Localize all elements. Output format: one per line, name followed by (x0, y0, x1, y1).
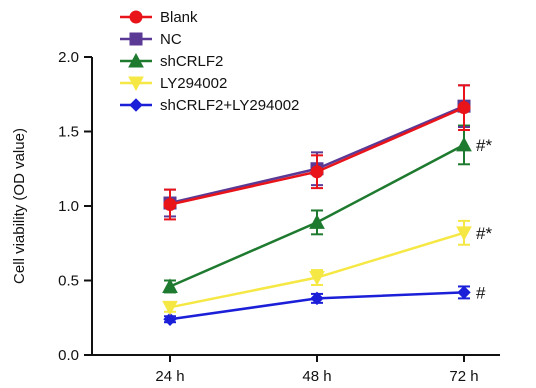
legend-label: shCRLF2+LY294002 (160, 97, 299, 114)
series-shcrlf2-ly294002 (163, 285, 471, 326)
x-tick-label: 24 h (155, 368, 184, 385)
data-point (309, 271, 325, 286)
annotation-layer: #* #* # (476, 136, 492, 303)
y-tick-label: 2.0 (58, 49, 79, 66)
legend-item: NC (120, 31, 182, 48)
y-tick-label: 1.5 (58, 124, 79, 141)
series-ly294002 (162, 219, 472, 316)
data-point (457, 285, 471, 300)
y-tick-label: 1.0 (58, 198, 79, 215)
y-ticks: 0.0 0.5 1.0 1.5 2.0 (58, 49, 92, 364)
data-point (163, 198, 177, 212)
legend-item: LY294002 (120, 75, 227, 92)
legend-item: shCRLF2 (120, 52, 223, 70)
legend-marker (128, 52, 144, 68)
significance-annotation: #* (476, 224, 492, 243)
legend-marker (128, 76, 144, 92)
legend-item: shCRLF2+LY294002 (120, 97, 299, 114)
series-shcrlf2 (162, 124, 472, 294)
legend: Blank NC shCRLF2 LY294002 shCRLF2+LY294002 (120, 9, 299, 114)
significance-annotation: # (476, 283, 486, 302)
data-point (310, 165, 324, 179)
x-tick-label: 48 h (302, 368, 331, 385)
data-point (162, 300, 178, 316)
series-blank (163, 84, 471, 221)
legend-marker (129, 10, 143, 24)
legend-marker (129, 98, 143, 112)
legend-label: shCRLF2 (160, 53, 223, 70)
legend-label: Blank (160, 9, 198, 26)
data-point (457, 101, 471, 115)
y-tick-label: 0.0 (58, 347, 79, 364)
legend-label: LY294002 (160, 75, 227, 92)
data-point (163, 312, 177, 326)
data-point (162, 278, 178, 293)
significance-annotation: #* (476, 136, 492, 155)
legend-label: NC (160, 31, 182, 48)
data-point (456, 226, 472, 241)
y-axis-title: Cell viability (OD value) (11, 128, 28, 284)
legend-marker (129, 32, 143, 46)
x-tick-label: 72 h (449, 368, 478, 385)
y-tick-label: 0.5 (58, 273, 79, 290)
series-layer (162, 84, 472, 326)
data-point (310, 291, 324, 306)
x-ticks: 24 h 48 h 72 h (155, 355, 479, 385)
legend-item: Blank (120, 9, 198, 26)
data-point (309, 214, 325, 229)
data-point (456, 136, 472, 152)
